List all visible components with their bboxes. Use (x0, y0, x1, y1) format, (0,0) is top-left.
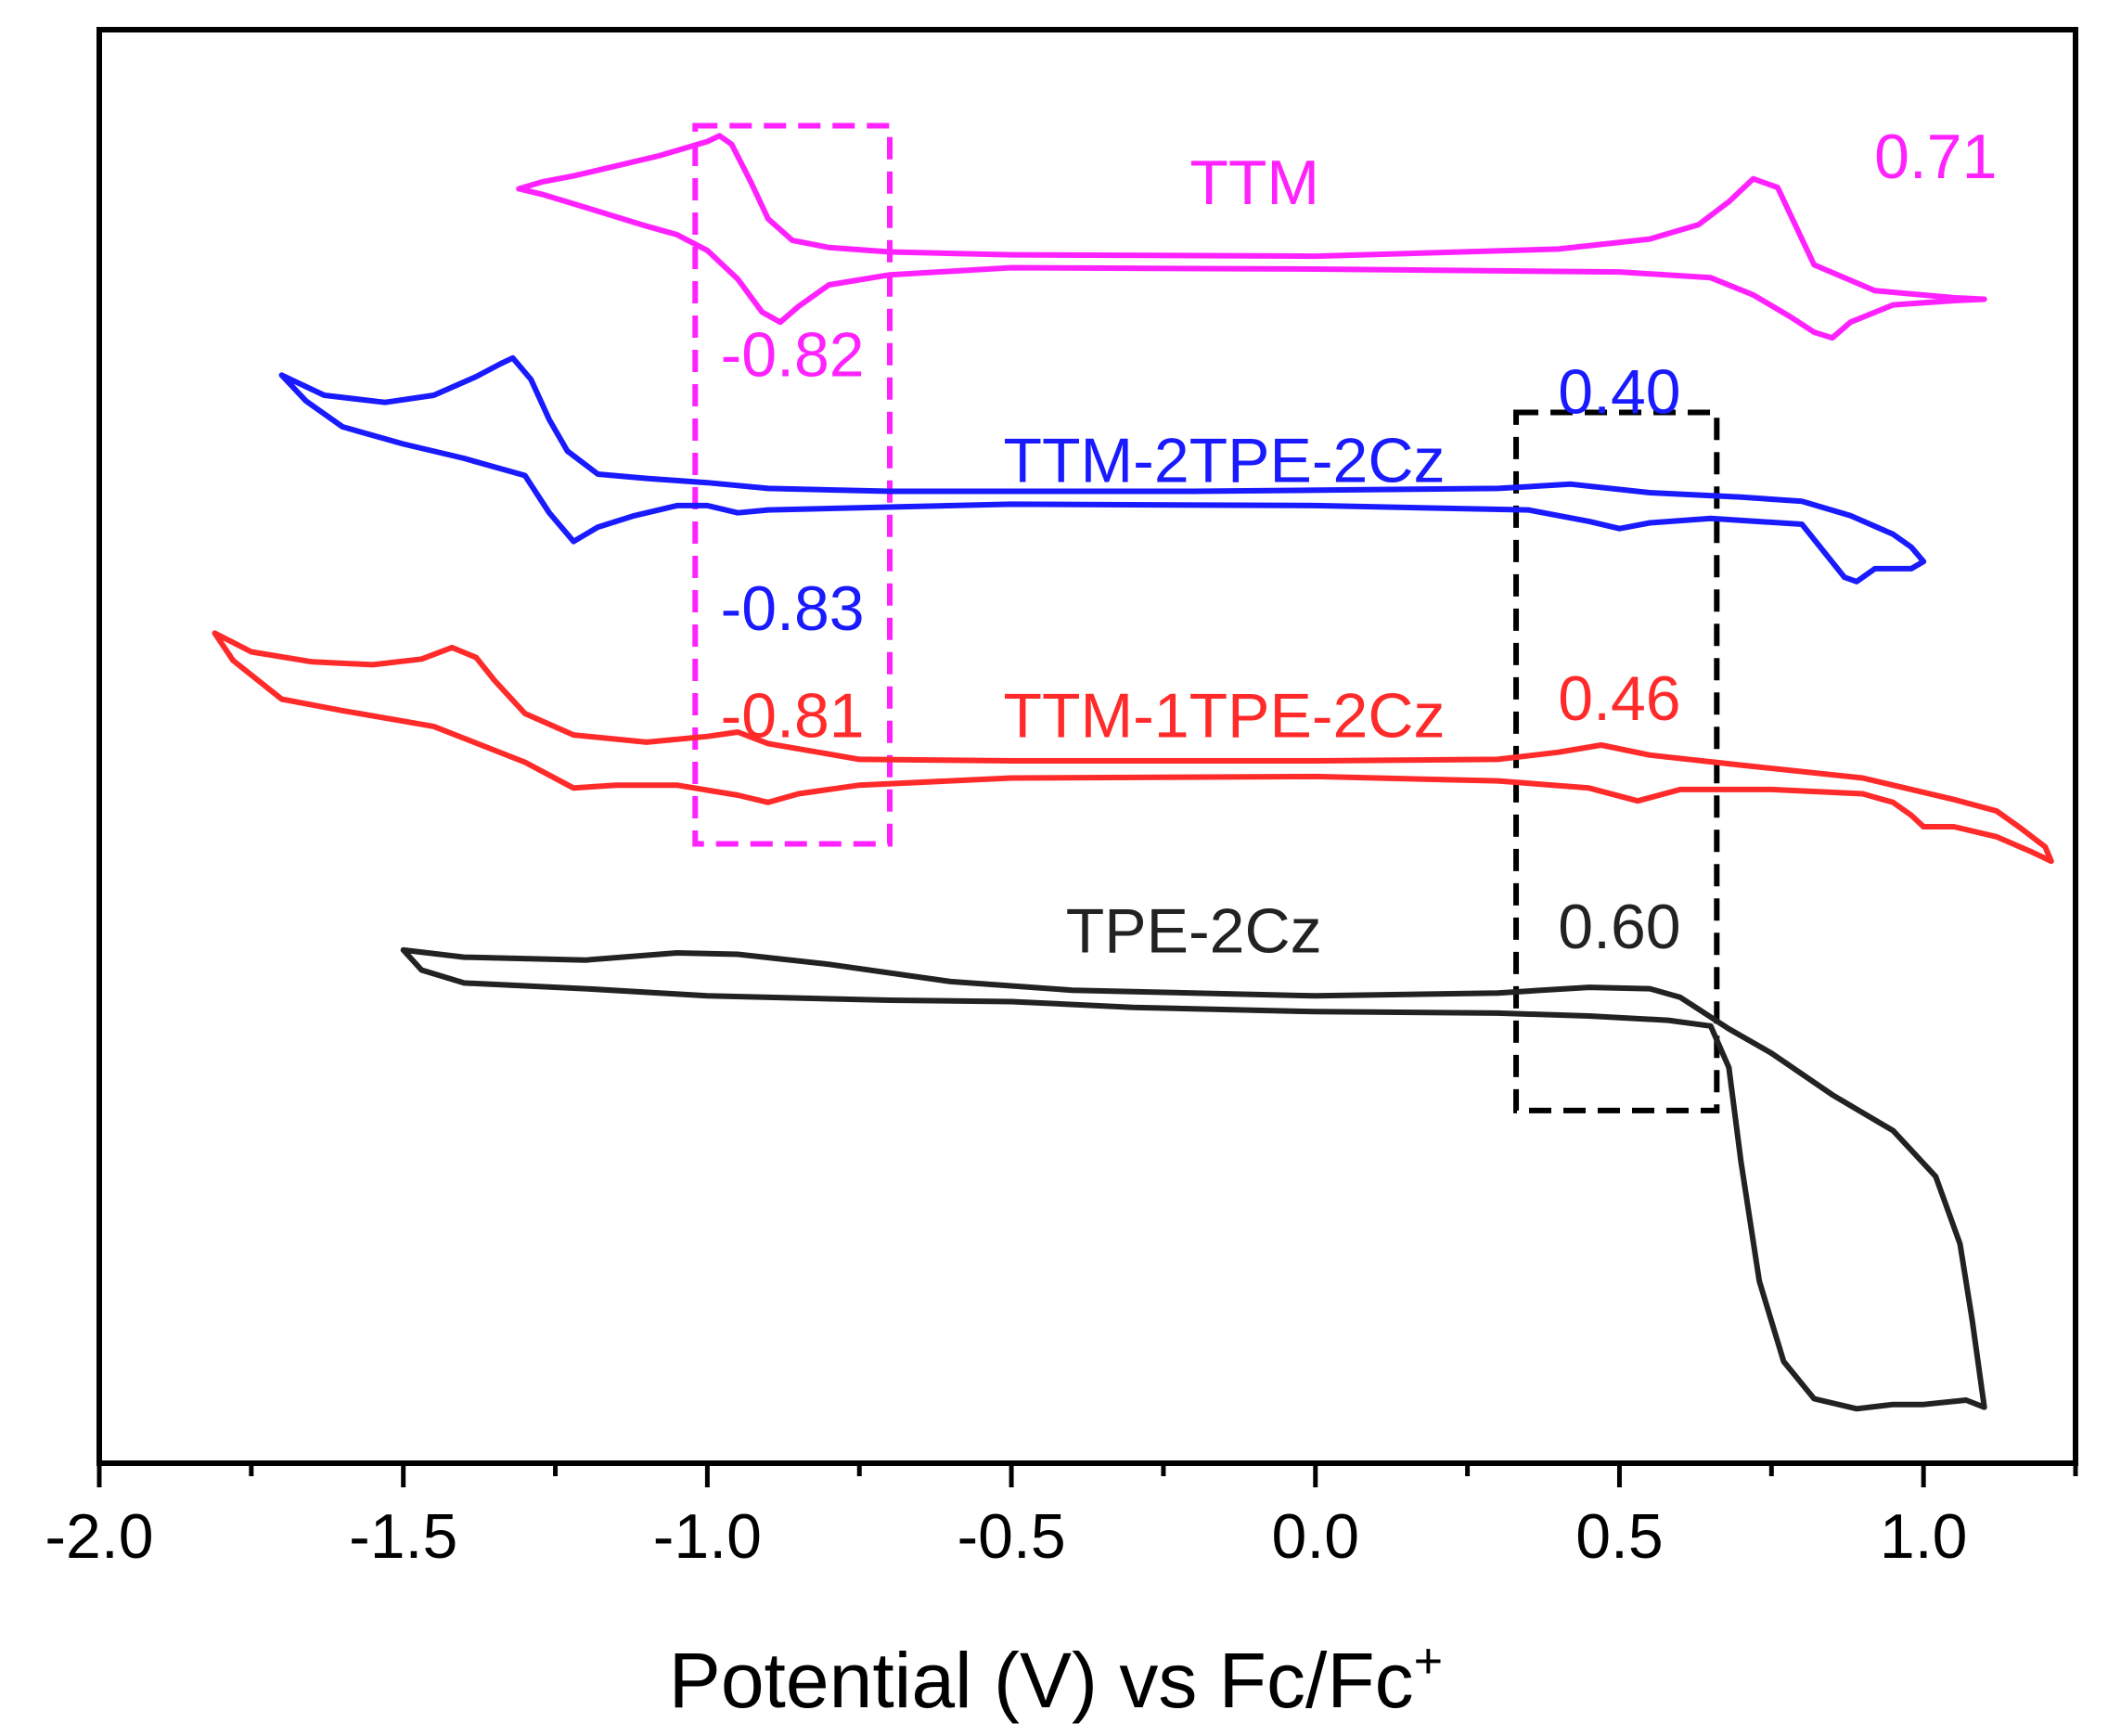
x-tick-label: 0.0 (1272, 1501, 1360, 1572)
x-axis-title: Potential (V) vs Fc/Fc+ (669, 1633, 1443, 1724)
annotation-0-83: -0.83 (721, 573, 865, 644)
x-tick-label: -1.0 (653, 1501, 762, 1572)
x-axis-title-superscript: + (1414, 1633, 1444, 1689)
series-ttm-curve (516, 133, 1987, 341)
annotation-ttm-1tpe-2cz: TTM-1TPE-2Cz (1003, 681, 1445, 752)
x-tick-label: -1.5 (349, 1501, 457, 1572)
annotations: TTM 0.71 -0.82 0.40 TTM-2TPE-2Cz -0.83 -0.81 TT… (721, 122, 1998, 966)
series-ttm-2tpe-2cz-curve (278, 354, 1927, 585)
annotation-0-40: 0.40 (1558, 356, 1680, 427)
series-ttm-1tpe-2cz-curve (212, 630, 2054, 865)
plot-frame (96, 27, 2078, 1466)
annotation-tpe-2cz: TPE-2Cz (1066, 895, 1322, 966)
x-tick-label: 1.0 (1880, 1501, 1968, 1572)
annotation-0-81: -0.81 (721, 681, 865, 752)
cv-curves (212, 133, 2054, 1412)
x-tick-label: 0.5 (1575, 1501, 1664, 1572)
annotation-ttm: TTM (1189, 148, 1319, 218)
x-axis-title-main: Potential (V) vs Fc/Fc (669, 1637, 1414, 1724)
x-axis-ticks: -2.0 -1.5 -1.0 -0.5 0.0 0.5 1.0 (45, 1463, 2078, 1572)
x-tick-label: -0.5 (957, 1501, 1065, 1572)
annotation-0-46: 0.46 (1558, 663, 1680, 734)
annotation-0-82: -0.82 (721, 319, 865, 390)
series-tpe-2cz-curve (400, 946, 1987, 1412)
annotation-ttm-2tpe-2cz: TTM-2TPE-2Cz (1003, 426, 1445, 496)
annotation-0-71: 0.71 (1874, 122, 1997, 192)
x-tick-label: -2.0 (45, 1501, 153, 1572)
highlight-box-1 (692, 122, 893, 847)
annotation-0-60: 0.60 (1558, 892, 1680, 962)
